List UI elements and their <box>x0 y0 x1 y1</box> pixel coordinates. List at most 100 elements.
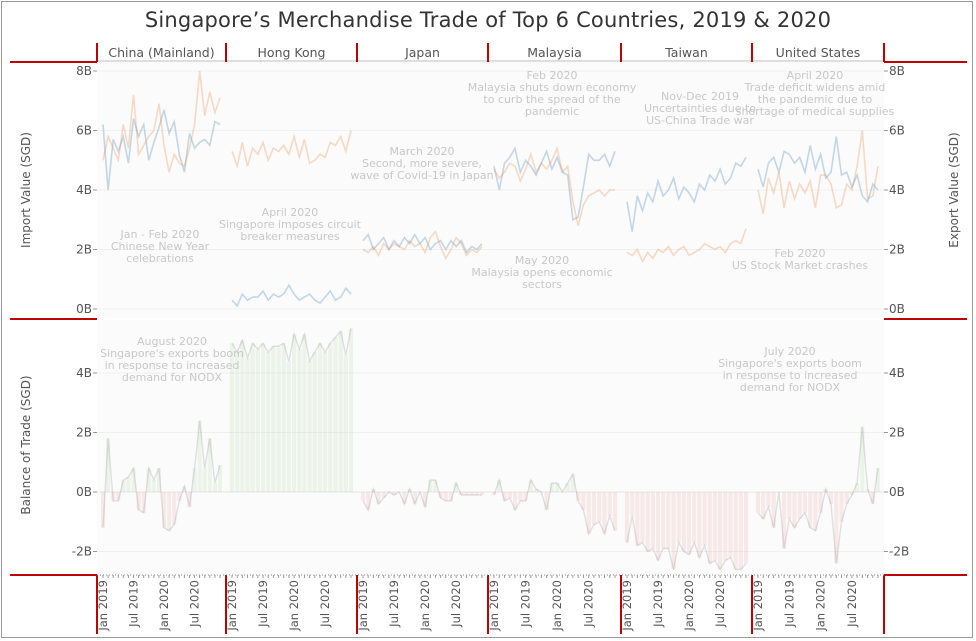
balance-bar-1-22 <box>343 355 348 492</box>
balance-bar-4-22 <box>738 492 743 570</box>
balance-line-0 <box>102 420 221 532</box>
balance-bar-4-12 <box>687 492 692 555</box>
balance-bar-2-18 <box>454 483 459 492</box>
panel-header-0: China (Mainland) <box>108 45 214 60</box>
balance-bar-5-3 <box>771 492 776 528</box>
balance-bar-5-13 <box>823 489 828 492</box>
export-line-0 <box>102 70 221 173</box>
x-tick-label-5-0: Jan 2019 <box>751 580 765 632</box>
balance-bar-2-14 <box>433 480 438 492</box>
x-tick-label-5-3: Jul 2020 <box>845 580 859 628</box>
balance-bar-2-1 <box>366 492 371 510</box>
balance-bar-0-2 <box>111 492 116 501</box>
balance-bar-1-10 <box>281 343 286 493</box>
balance-bar-3-11 <box>549 483 554 492</box>
balance-bar-3-15 <box>570 474 576 492</box>
annotation-line: Singapore's exports boom <box>718 357 862 370</box>
balance-tick-right-1: 2B <box>889 426 905 440</box>
balance-bar-4-13 <box>692 492 697 543</box>
balance-bar-3-3 <box>507 492 512 498</box>
balance-bar-0-13 <box>167 492 172 531</box>
annotation-line: pandemic <box>525 105 579 118</box>
x-tick-label-4-1: Jul 2019 <box>651 580 665 628</box>
import-line-1 <box>231 283 352 308</box>
x-tick-label-2-0: Jan 2019 <box>356 580 370 632</box>
annotation-8: Feb 2020 US Stock Market crashes <box>732 247 869 272</box>
export-line-1 <box>231 130 352 170</box>
balance-tick-left-0: 4B <box>76 366 92 380</box>
import-tick-1: 6B <box>76 124 92 138</box>
balance-bar-3-12 <box>555 483 560 492</box>
balance-bar-4-19 <box>723 492 728 561</box>
annotation-0: Jan - Feb 2020 Chinese New Year celebratio… <box>111 228 210 265</box>
balance-bar-0-8 <box>141 492 146 513</box>
balance-bar-2-22 <box>474 492 479 495</box>
balance-bar-2-13 <box>428 480 433 492</box>
annotation-line: March 2020 <box>389 145 454 158</box>
balance-bar-5-16 <box>839 492 844 522</box>
balance-bar-0-7 <box>136 492 141 510</box>
balance-bar-2-4 <box>381 492 386 498</box>
annotation-1: August 2020 Singapore's exports boom in re… <box>100 335 244 384</box>
balance-bar-4-23 <box>743 492 749 564</box>
balance-bar-4-5 <box>650 492 655 549</box>
balance-bar-2-0 <box>360 492 366 501</box>
import-axis-title: Import Value (SGD) <box>19 132 33 248</box>
balance-bar-3-21 <box>602 492 607 534</box>
balance-bar-1-5 <box>255 349 260 492</box>
balance-bar-4-0 <box>624 492 630 543</box>
panel-header-5: United States <box>776 45 861 60</box>
x-tick-label-1-2: Jan 2020 <box>287 580 301 632</box>
x-tick-label-0-3: Jul 2020 <box>188 580 202 628</box>
balance-bar-5-10 <box>808 492 813 528</box>
balance-bar-5-1 <box>761 492 766 519</box>
balance-tick-left-2: 0B <box>76 485 92 499</box>
annotation-line: Malaysia opens economic <box>471 266 612 279</box>
balance-bar-4-7 <box>661 492 666 549</box>
x-tick-label-1-0: Jan 2019 <box>225 580 239 632</box>
balance-bar-3-17 <box>581 492 586 510</box>
annotation-6: Nov-Dec 2019 Uncertainties due to US-China… <box>644 90 756 127</box>
balance-bar-0-10 <box>151 480 156 492</box>
annotation-line: August 2020 <box>137 335 207 348</box>
balance-tick-right-0: 4B <box>889 366 905 380</box>
panel-header-3: Malaysia <box>527 45 582 60</box>
balance-bar-0-12 <box>162 492 167 528</box>
balance-bar-0-16 <box>182 486 187 492</box>
balance-bar-0-21 <box>207 438 212 492</box>
annotation-line: Second, more severe, <box>362 157 482 170</box>
balance-bar-2-6 <box>392 492 397 495</box>
balance-line-2 <box>362 479 482 512</box>
annotation-line: the pandemic due to <box>758 93 873 106</box>
balance-bar-0-14 <box>172 492 177 525</box>
balance-bar-5-11 <box>813 492 818 531</box>
balance-bar-0-6 <box>131 468 136 492</box>
balance-bar-1-23 <box>348 328 354 492</box>
import-tick-2: 4B <box>76 183 92 197</box>
export-line-2 <box>362 230 483 261</box>
x-tick-label-3-1: Jul 2019 <box>519 580 533 628</box>
balance-bar-5-20 <box>860 426 865 492</box>
annotation-line: wave of Covid-19 in Japan <box>350 169 493 182</box>
balance-bar-0-1 <box>106 438 111 492</box>
balance-bar-5-19 <box>855 483 860 492</box>
balance-bar-2-23 <box>479 492 485 495</box>
balance-line-3 <box>493 472 616 536</box>
balance-bar-4-2 <box>635 492 640 546</box>
balance-bar-5-21 <box>865 489 870 492</box>
balance-bar-2-15 <box>438 492 443 498</box>
annotation-line: celebrations <box>126 252 194 265</box>
annotation-line: demand for NODX <box>740 381 841 394</box>
balance-bar-5-9 <box>802 492 807 513</box>
balance-bar-3-16 <box>576 492 581 501</box>
balance-bar-3-5 <box>518 492 523 501</box>
chart-title: Singapore’s Merchandise Trade of Top 6 C… <box>144 8 832 32</box>
x-tick-label-3-2: Jan 2020 <box>550 580 564 632</box>
balance-bar-1-17 <box>317 343 323 493</box>
annotation-line: Uncertainties due to <box>644 102 756 115</box>
annotation-line: in response to increased <box>105 359 240 372</box>
bottom-plot-bg <box>97 320 884 574</box>
import-tick-3: 2B <box>76 243 92 257</box>
balance-bar-3-4 <box>512 492 518 510</box>
balance-bar-4-3 <box>640 492 645 543</box>
